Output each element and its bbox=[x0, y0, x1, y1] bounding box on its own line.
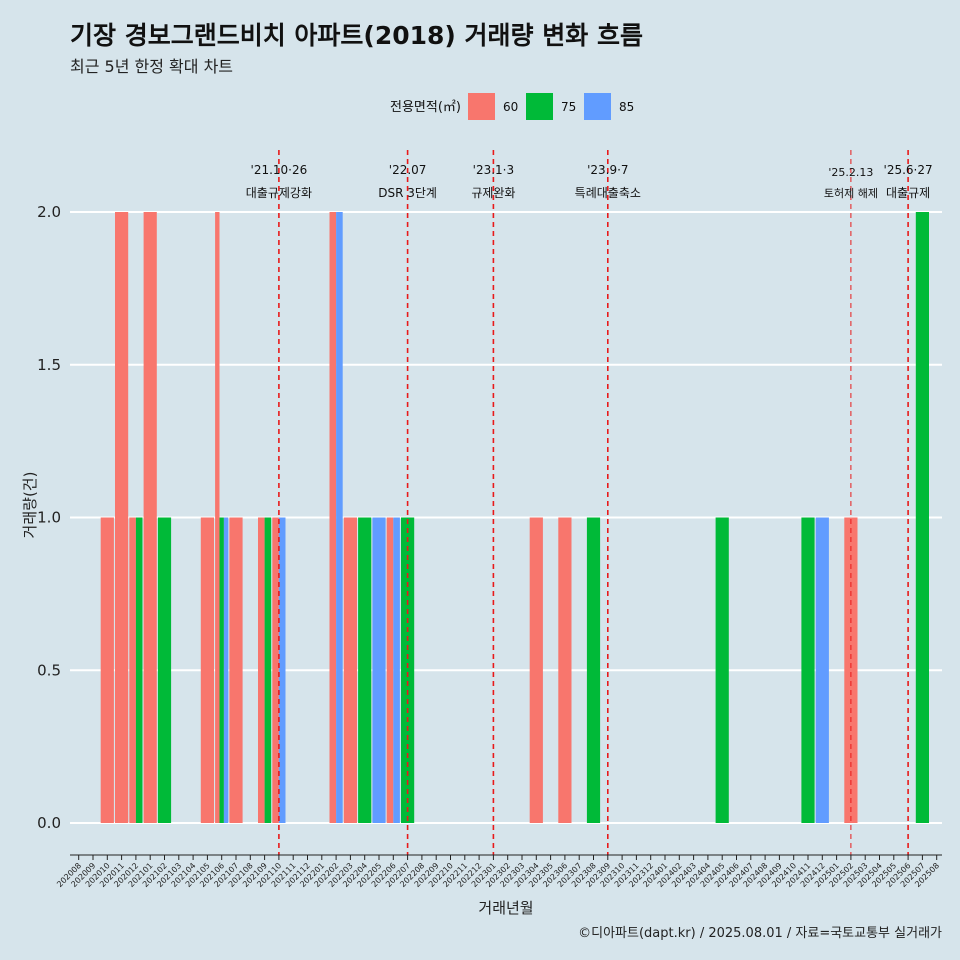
y-axis-title: 거래량(건) bbox=[21, 472, 39, 539]
bar-202507-75 bbox=[915, 212, 929, 823]
annotation-date: '23.1·3 bbox=[473, 163, 514, 177]
bar-202109-60 bbox=[258, 517, 265, 823]
bar-202206-85 bbox=[393, 517, 400, 823]
annotation-date: '21.10·26 bbox=[251, 163, 308, 177]
bar-202106-85 bbox=[223, 517, 229, 823]
y-tick-label: 1.5 bbox=[37, 356, 61, 374]
chart-subtitle: 최근 5년 한정 확대 차트 bbox=[70, 57, 234, 76]
bar-202012-75 bbox=[135, 517, 143, 823]
legend: 전용면적(㎡) 60 75 85 bbox=[390, 93, 634, 120]
annotation-date: '22.07 bbox=[389, 163, 427, 177]
legend-label-60: 60 bbox=[503, 100, 518, 114]
y-tick-label: 2.0 bbox=[37, 203, 61, 221]
bar-202101-60 bbox=[143, 212, 157, 823]
y-tick-label: 0.5 bbox=[37, 661, 61, 679]
y-tick-label: 0.0 bbox=[37, 814, 61, 832]
bar-202205-85 bbox=[372, 517, 386, 823]
bar-202012-60 bbox=[129, 517, 136, 823]
bar-202203-60 bbox=[343, 517, 357, 823]
annotation-label: 토허제 해제 bbox=[824, 186, 878, 200]
bar-202204-75 bbox=[358, 517, 372, 823]
legend-label-75: 75 bbox=[561, 100, 576, 114]
chart-title: 기장 경보그랜드비치 아파트(2018) 거래량 변화 흐름 bbox=[70, 21, 643, 50]
bar-202107-60 bbox=[229, 517, 243, 823]
bar-202304-60 bbox=[529, 517, 543, 823]
bar-202411-75 bbox=[801, 517, 815, 823]
bar-202202-85 bbox=[336, 212, 343, 823]
bars bbox=[100, 212, 929, 823]
annotation-label: 규제완화 bbox=[471, 186, 515, 200]
bar-202106-75 bbox=[219, 517, 224, 823]
legend-swatch-75 bbox=[526, 93, 553, 120]
bar-202306-60 bbox=[558, 517, 572, 823]
bar-202110-60 bbox=[272, 517, 279, 823]
annotation-date: '25.6·27 bbox=[884, 163, 933, 177]
bar-202206-60 bbox=[386, 517, 394, 823]
x-axis-title: 거래년월 bbox=[478, 899, 533, 917]
bar-202106-60 bbox=[215, 212, 220, 823]
annotation-lines bbox=[278, 150, 909, 855]
y-axis: 0.0 0.5 1.0 1.5 2.0 bbox=[37, 203, 61, 832]
bar-202010-60 bbox=[100, 517, 114, 823]
legend-title: 전용면적(㎡) bbox=[390, 100, 461, 115]
legend-label-85: 85 bbox=[619, 100, 634, 114]
bar-202011-60 bbox=[115, 212, 129, 823]
bar-202405-75 bbox=[715, 517, 729, 823]
annotation-date: '23.9·7 bbox=[587, 163, 628, 177]
bar-202207-75 bbox=[401, 517, 415, 823]
legend-swatch-60 bbox=[468, 93, 495, 120]
annotation-label: 특례대출축소 bbox=[575, 186, 641, 200]
bar-202202-60 bbox=[329, 212, 337, 823]
source-caption: ©디아파트(dapt.kr) / 2025.08.01 / 자료=국토교통부 실… bbox=[578, 926, 942, 941]
annotation-labels: '21.10·26 대출규제강화 '22.07 DSR 3단계 '23.1·3 규제완화 '… bbox=[246, 163, 933, 200]
bar-202102-75 bbox=[157, 517, 172, 823]
bar-202308-75 bbox=[586, 517, 601, 823]
bar-202502-60 bbox=[844, 517, 858, 823]
bar-202412-85 bbox=[815, 517, 829, 823]
annotation-label: 대출규제강화 bbox=[246, 186, 312, 200]
bar-202105-60 bbox=[200, 517, 214, 823]
annotation-date: '25.2.13 bbox=[828, 166, 873, 179]
y-tick-label: 1.0 bbox=[37, 509, 61, 527]
legend-swatch-85 bbox=[584, 93, 611, 120]
annotation-label: DSR 3단계 bbox=[378, 186, 437, 200]
x-axis: 2020082020092020102020112020122021012021… bbox=[55, 854, 942, 889]
bar-202109-75 bbox=[264, 517, 272, 823]
bar-202110-85 bbox=[278, 517, 286, 823]
annotation-label: 대출규제 bbox=[886, 186, 930, 200]
